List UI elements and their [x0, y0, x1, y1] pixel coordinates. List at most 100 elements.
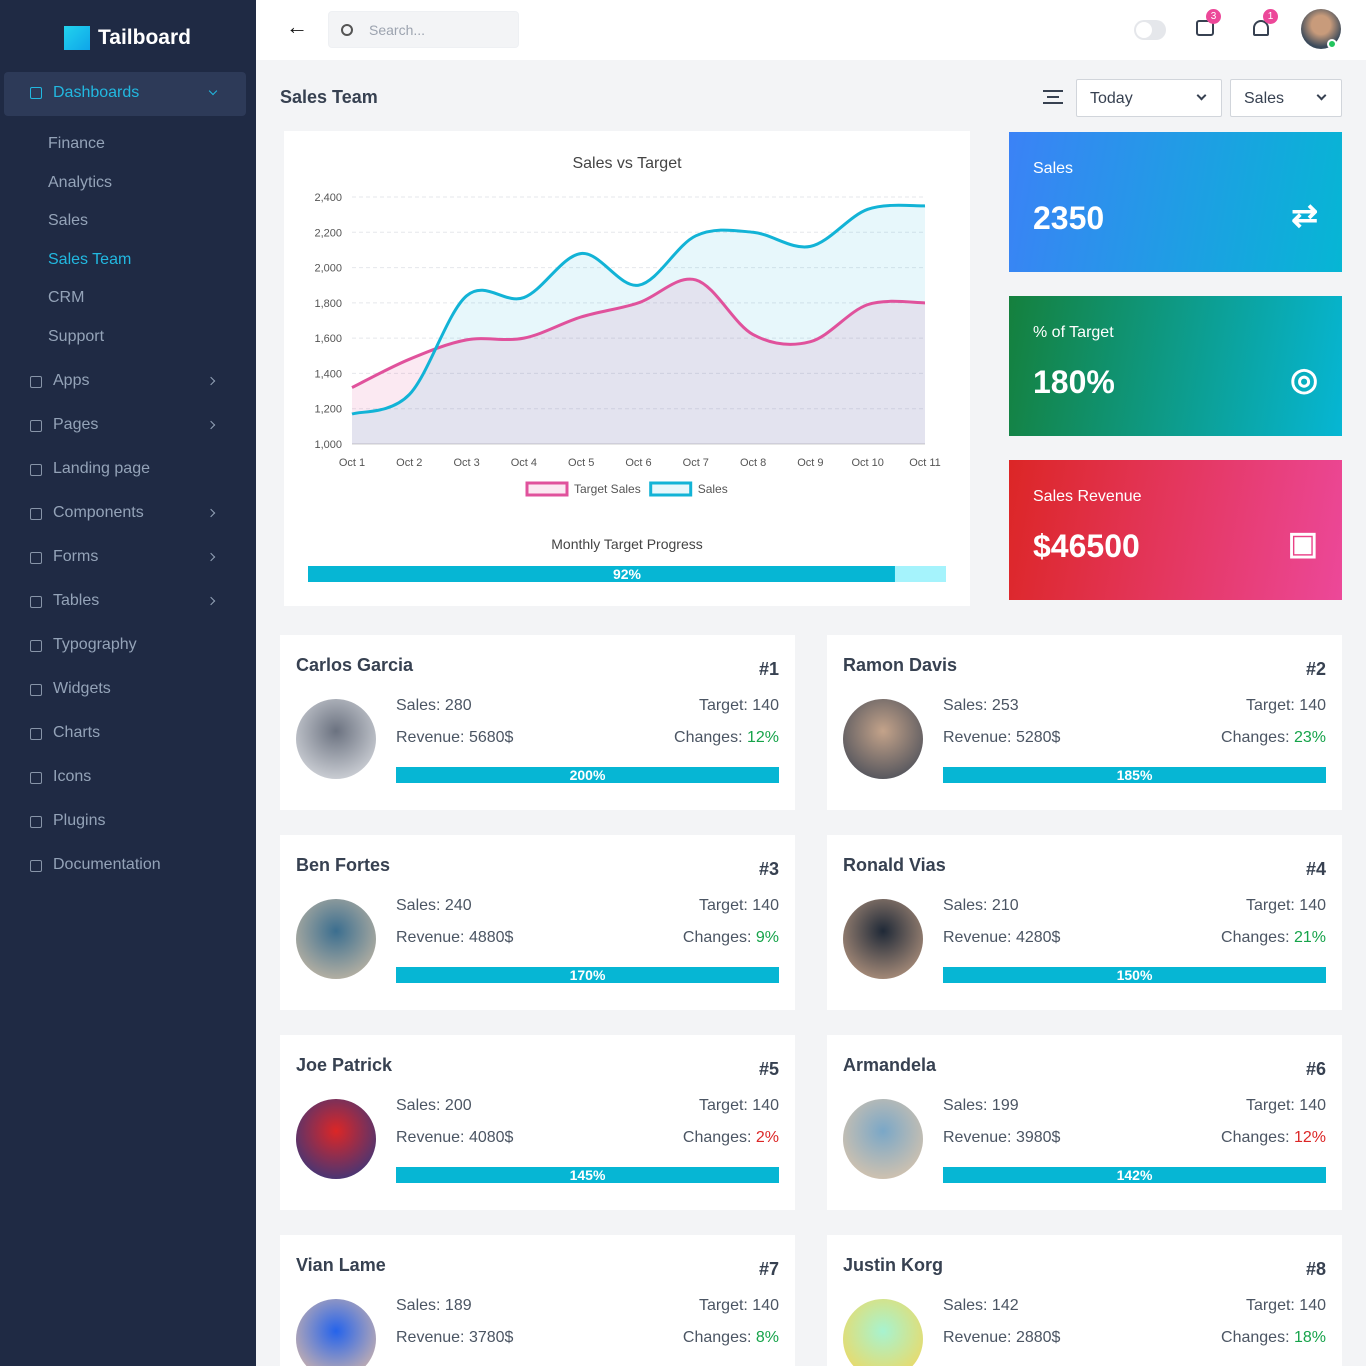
changes-label: Changes: — [674, 729, 743, 746]
nav-item[interactable]: Components — [53, 504, 144, 521]
filter-select[interactable]: Today — [1076, 79, 1222, 117]
notifications-icon[interactable] — [1253, 20, 1269, 36]
nav-subitem[interactable]: Sales — [48, 212, 89, 230]
member-avatar — [843, 1099, 923, 1179]
online-dot — [1327, 39, 1337, 49]
member-sales: Sales: 240 — [396, 897, 472, 914]
nav-item[interactable]: Charts — [53, 724, 101, 741]
member-avatar — [843, 899, 923, 979]
y-tick-label: 2,200 — [314, 227, 342, 239]
nav-item[interactable]: Dashboards — [53, 84, 140, 101]
brand: Tailboard — [98, 26, 191, 49]
nav-item[interactable]: Apps — [53, 372, 90, 389]
member-changes: Changes: 21% — [1221, 929, 1326, 947]
changes-value: 2% — [755, 1129, 779, 1146]
member-card: Ramon Davis #2 Sales: 253 Target: 140 Revenu… — [827, 635, 1342, 810]
changes-value: 12% — [746, 729, 779, 746]
member-revenue: Revenue: 2880$ — [943, 1329, 1061, 1346]
changes-value: 23% — [1293, 729, 1326, 746]
x-tick-label: Oct 11 — [909, 457, 941, 469]
member-progress: 145% — [396, 1167, 779, 1183]
x-tick-label: Oct 5 — [568, 457, 594, 469]
member-card: Carlos Garcia #1 Sales: 280 Target: 140 Reve… — [280, 635, 795, 810]
nav-item[interactable]: Landing page — [53, 460, 150, 477]
progress-bar — [308, 566, 895, 582]
member-name: Carlos Garcia — [296, 655, 414, 675]
nav-icon — [30, 684, 42, 696]
nav-item[interactable]: Widgets — [53, 680, 111, 697]
stat-icon: ▣ — [1287, 525, 1318, 561]
y-tick-label: 2,000 — [314, 263, 342, 275]
member-changes: Changes: 9% — [683, 929, 779, 947]
series-area — [352, 279, 925, 444]
x-tick-label: Oct 6 — [625, 457, 651, 469]
member-name: Ramon Davis — [843, 655, 958, 675]
nav-item[interactable]: Typography — [53, 636, 137, 653]
nav-icon — [30, 87, 42, 99]
member-revenue: Revenue: 4080$ — [396, 1129, 514, 1146]
changes-label: Changes: — [1221, 729, 1290, 746]
nav-subitem[interactable]: Analytics — [48, 173, 113, 191]
member-name: Ben Fortes — [296, 855, 391, 875]
member-sales: Sales: 253 — [943, 697, 1019, 714]
member-name: Justin Korg — [843, 1255, 944, 1275]
member-sales: Sales: 189 — [396, 1297, 472, 1314]
legend-swatch — [649, 481, 693, 497]
member-revenue: Revenue: 4280$ — [943, 929, 1061, 946]
nav-item[interactable]: Pages — [53, 416, 99, 433]
y-tick-label: 1,000 — [314, 439, 342, 451]
stat-card: % of Target 180% ◎ — [1009, 296, 1342, 436]
nav-active-bg — [4, 72, 246, 116]
legend-label: Sales — [698, 482, 728, 496]
x-tick-label: Oct 10 — [851, 457, 883, 469]
legend-swatch — [525, 481, 569, 497]
changes-value: 9% — [755, 929, 779, 946]
theme-toggle[interactable] — [1134, 20, 1166, 40]
nav-icon — [30, 772, 42, 784]
nav-item[interactable]: Forms — [53, 548, 99, 565]
y-tick-label: 1,800 — [314, 298, 342, 310]
back-button[interactable]: ← — [286, 14, 308, 39]
nav-item[interactable]: Icons — [53, 768, 92, 785]
nav-icon — [30, 640, 42, 652]
nav-subitem[interactable]: Support — [48, 328, 105, 345]
changes-label: Changes: — [1221, 1329, 1290, 1346]
nav-item[interactable]: Documentation — [53, 856, 161, 873]
x-tick-label: Oct 8 — [740, 457, 766, 469]
topbar: ← Search... 3 1 — [256, 0, 1366, 60]
filter-value: Sales — [1244, 90, 1285, 107]
y-tick-label: 1,600 — [314, 333, 342, 345]
member-avatar — [296, 699, 376, 779]
stat-icon: ◎ — [1290, 361, 1318, 397]
nav-chevron — [206, 508, 216, 518]
nav-subitem[interactable]: Sales Team — [48, 250, 132, 268]
nav-subitem[interactable]: Finance — [48, 135, 105, 152]
member-avatar — [296, 899, 376, 979]
member-card: Armandela #6 Sales: 199 Target: 140 Revenue:… — [827, 1035, 1342, 1210]
nav-icon — [30, 376, 42, 388]
x-tick-label: Oct 7 — [683, 457, 709, 469]
filter-icon[interactable] — [1043, 90, 1063, 104]
search-box[interactable]: Search... — [328, 11, 519, 48]
stat-label: % of Target — [1033, 324, 1114, 341]
member-target: Target: 140 — [1245, 897, 1326, 914]
member-rank: #4 — [1305, 859, 1326, 879]
member-revenue: Revenue: 3980$ — [943, 1129, 1061, 1146]
member-rank: #6 — [1305, 1059, 1326, 1079]
nav-item[interactable]: Tables — [53, 592, 100, 609]
nav-item[interactable]: Plugins — [53, 812, 106, 829]
changes-value: 18% — [1293, 1329, 1326, 1346]
changes-label: Changes: — [682, 1329, 752, 1346]
changes-label: Changes: — [1221, 1129, 1290, 1146]
messages-icon[interactable] — [1196, 20, 1214, 36]
nav-chevron — [206, 376, 216, 386]
member-card: Justin Korg #8 Sales: 142 Target: 140 Revenu… — [827, 1235, 1342, 1366]
filter-select[interactable]: Sales — [1230, 79, 1342, 117]
progress-label: 92% — [613, 566, 642, 582]
member-rank: #8 — [1305, 1259, 1326, 1279]
sidebar: Tailboard Dashboards Finance Analytics Sale… — [0, 0, 256, 1366]
nav-chevron — [206, 596, 216, 606]
member-sales: Sales: 142 — [943, 1297, 1019, 1314]
nav-subitem[interactable]: CRM — [48, 289, 85, 307]
